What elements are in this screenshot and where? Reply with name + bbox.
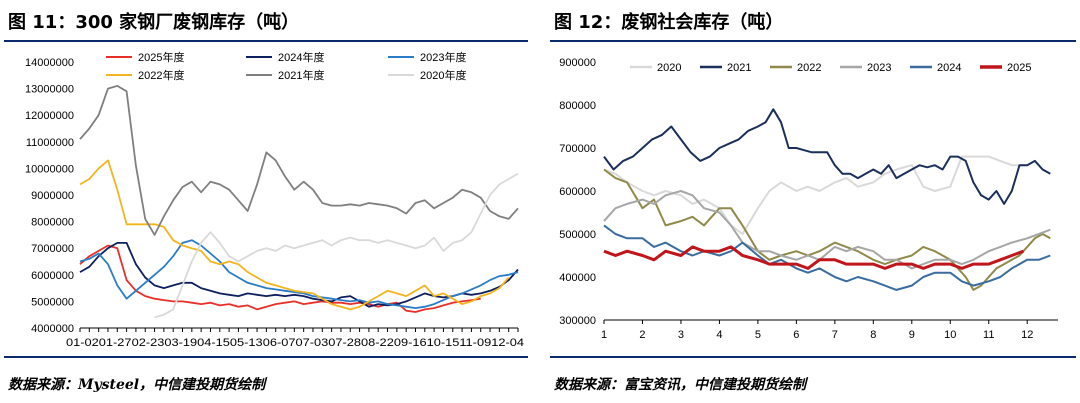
- left-chart: 14000000 13000000 12000000 11000000 10000000…: [25, 50, 524, 349]
- right-title-rule: [550, 40, 1076, 42]
- left-legend-label: 2020年度: [420, 68, 466, 82]
- right-series-line-2023: [603, 190, 1051, 270]
- left-source-note: 数据来源：Mysteel，中信建投期货绘制: [8, 377, 266, 393]
- left-y-tick-label: 11000000: [26, 137, 74, 149]
- right-x-tick-label: 2: [639, 329, 645, 341]
- left-series-line-2022年度: [79, 159, 510, 311]
- right-y-tick-label: 600000: [559, 186, 596, 198]
- left-series-line-2020年度: [154, 172, 519, 319]
- right-series-line-2025: [603, 245, 1024, 270]
- right-x-tick-label: 8: [870, 329, 876, 341]
- right-legend-label: 2024: [937, 62, 961, 74]
- left-x-tick-labels: 01-0201-2702-2303-1904-1505-1306-0707-03…: [66, 337, 524, 349]
- left-y-tick-label: 9000000: [31, 190, 74, 202]
- right-y-tick-label: 500000: [559, 229, 596, 241]
- right-series-line-2024: [603, 224, 1051, 291]
- left-series-line-2021年度: [79, 85, 519, 236]
- right-x-tick-label: 9: [909, 329, 915, 341]
- left-y-tick-label: 14000000: [25, 57, 74, 69]
- right-series-line-2022: [603, 168, 1051, 291]
- right-source-note: 数据来源：富宝资讯，中信建投期货绘制: [554, 377, 806, 393]
- left-legend-label: 2021年度: [278, 68, 324, 82]
- left-legend-label: 2025年度: [138, 50, 184, 64]
- left-series-line-2025年度: [79, 244, 481, 313]
- right-x-tick-label: 3: [678, 329, 684, 341]
- left-y-tick-label: 5000000: [31, 296, 74, 308]
- right-y-tick-label: 300000: [559, 315, 596, 327]
- right-bottom-rule: [550, 356, 1076, 358]
- right-chart: 900000 800000 700000 600000 500000 400000 3000…: [559, 57, 1058, 341]
- left-title-rule: [4, 40, 528, 42]
- right-legend-label: 2022: [797, 62, 821, 74]
- right-figure-title: 图 12：废钢社会库存（吨）: [554, 12, 784, 33]
- left-series-line-2023年度: [79, 239, 519, 309]
- left-figure-title: 图 11：300 家钢厂废钢库存（吨）: [8, 12, 300, 33]
- right-x-tick-label: 5: [755, 329, 761, 341]
- right-x-tick-label: 4: [716, 329, 722, 341]
- left-y-tick-label: 8000000: [31, 217, 74, 229]
- right-x-tick-label: 11: [983, 329, 994, 341]
- right-y-tick-label: 400000: [559, 272, 596, 284]
- right-y-tick-label: 700000: [559, 143, 596, 155]
- left-legend-label: 2024年度: [278, 50, 324, 64]
- right-legend-label: 2021: [727, 62, 751, 74]
- left-y-tick-label: 7000000: [31, 243, 74, 255]
- left-bottom-rule: [4, 356, 528, 358]
- right-y-tick-label: 900000: [559, 57, 596, 69]
- left-y-tick-label: 12000000: [25, 110, 74, 122]
- right-legend-label: 2025: [1007, 62, 1031, 74]
- right-legend-label: 2023: [867, 62, 891, 74]
- right-x-tick-label: 1: [601, 329, 607, 341]
- right-legend-label: 2020: [657, 62, 681, 74]
- right-x-tick-label: 7: [832, 329, 838, 341]
- left-y-tick-label: 4000000: [31, 323, 74, 335]
- right-y-tick-label: 800000: [559, 100, 596, 112]
- left-series-line-2024年度: [79, 242, 519, 308]
- left-y-tick-label: 10000000: [25, 163, 74, 175]
- left-legend-label: 2023年度: [420, 50, 466, 64]
- right-series-line-2021: [603, 108, 1051, 205]
- right-x-tick-label: 10: [944, 329, 956, 341]
- right-x-tick-label: 6: [793, 329, 799, 341]
- left-legend-label: 2022年度: [138, 68, 184, 82]
- left-y-tick-label: 13000000: [25, 84, 74, 96]
- left-y-tick-label: 6000000: [31, 270, 74, 282]
- right-x-tick-label: 12: [1021, 329, 1033, 341]
